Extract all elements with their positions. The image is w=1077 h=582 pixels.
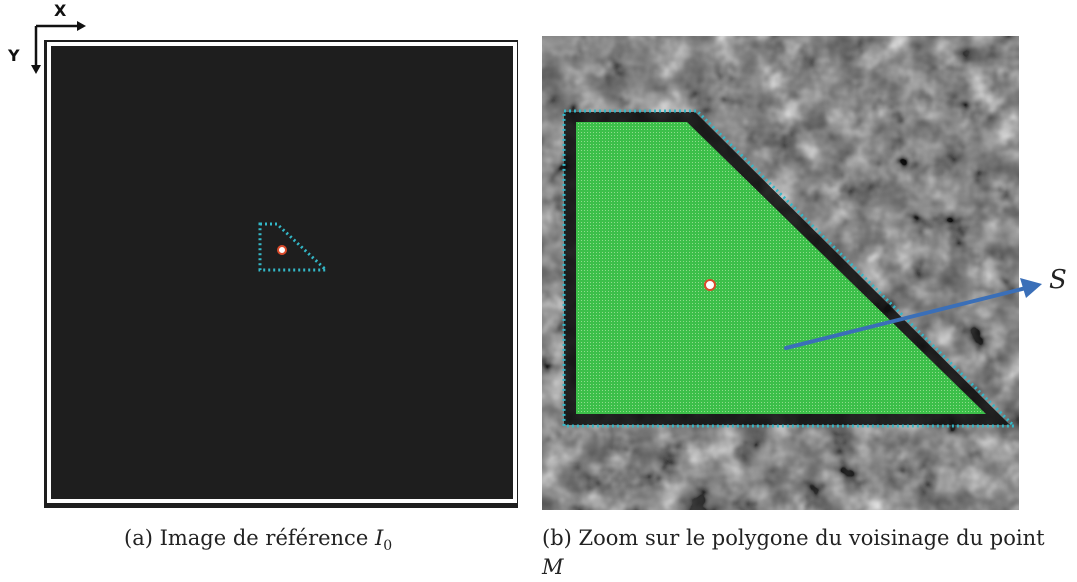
reference-image xyxy=(44,40,518,508)
caption-a-subscript: 0 xyxy=(383,538,392,554)
caption-b-line1: (b) Zoom sur le polygone du voisinage du… xyxy=(542,524,1062,553)
caption-b: (b) Zoom sur le polygone du voisinage du… xyxy=(542,524,1062,582)
x-axis-label: X xyxy=(54,1,66,20)
point-m-small xyxy=(278,246,286,254)
arrow-graphic xyxy=(770,260,1060,360)
y-axis-label: Y xyxy=(8,46,20,65)
arrow-s xyxy=(770,260,1060,360)
point-m xyxy=(705,280,715,290)
caption-a: (a) Image de référence I0 xyxy=(124,524,392,561)
caption-a-text: (a) Image de référence xyxy=(124,526,375,550)
caption-b-line2: M xyxy=(542,553,1062,582)
speckle-image-a xyxy=(44,40,518,508)
caption-a-symbol: I xyxy=(375,526,383,550)
label-s: S xyxy=(1049,266,1067,295)
